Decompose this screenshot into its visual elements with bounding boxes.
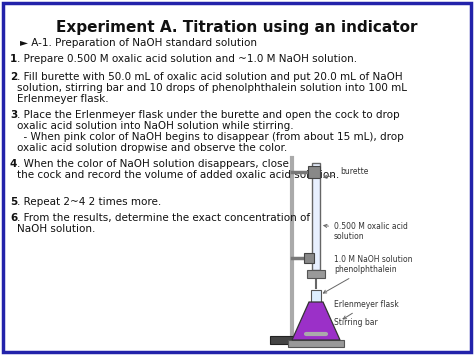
Bar [307, 270, 325, 278]
Text: 1.0 M NaOH solution
phenolphthalein: 1.0 M NaOH solution phenolphthalein [323, 255, 412, 293]
Text: Experiment A. Titration using an indicator: Experiment A. Titration using an indicat… [56, 20, 418, 35]
Text: 1: 1 [10, 54, 17, 64]
Bar [312, 163, 320, 270]
Text: 0.500 M oxalic acid
solution: 0.500 M oxalic acid solution [324, 222, 408, 241]
Text: the cock and record the volume of added oxalic acid solution.: the cock and record the volume of added … [17, 170, 339, 180]
Text: burette: burette [324, 168, 368, 178]
Text: NaOH solution.: NaOH solution. [17, 224, 95, 234]
Text: Stirring bar: Stirring bar [329, 318, 378, 333]
Text: - When pink color of NaOH begins to disappear (from about 15 mL), drop: - When pink color of NaOH begins to disa… [17, 132, 404, 142]
Bar [308, 166, 320, 178]
Bar [311, 290, 321, 304]
Text: ► A-1. Preparation of NaOH standard solution: ► A-1. Preparation of NaOH standard solu… [20, 38, 257, 48]
Bar [270, 336, 330, 344]
Text: . When the color of NaOH solution disappears, close: . When the color of NaOH solution disapp… [17, 159, 289, 169]
Text: . Place the Erlenmeyer flask under the burette and open the cock to drop: . Place the Erlenmeyer flask under the b… [17, 110, 400, 120]
Text: . Repeat 2~4 2 times more.: . Repeat 2~4 2 times more. [17, 197, 161, 207]
Text: 5: 5 [10, 197, 17, 207]
Text: . From the results, determine the exact concentration of: . From the results, determine the exact … [17, 213, 310, 223]
Text: . Fill burette with 50.0 mL of oxalic acid solution and put 20.0 mL of NaOH: . Fill burette with 50.0 mL of oxalic ac… [17, 72, 402, 82]
Text: Erlenmeyer flask: Erlenmeyer flask [334, 300, 399, 319]
Bar [288, 340, 344, 347]
Bar [304, 253, 314, 263]
Text: 4: 4 [10, 159, 18, 169]
Polygon shape [292, 302, 340, 340]
Text: oxalic acid solution dropwise and observe the color.: oxalic acid solution dropwise and observ… [17, 143, 287, 153]
Text: 6: 6 [10, 213, 17, 223]
Text: . Prepare 0.500 M oxalic acid solution and ~1.0 M NaOH solution.: . Prepare 0.500 M oxalic acid solution a… [17, 54, 357, 64]
Text: solution, stirring bar and 10 drops of phenolphthalein solution into 100 mL: solution, stirring bar and 10 drops of p… [17, 83, 407, 93]
Text: oxalic acid solution into NaOH solution while stirring.: oxalic acid solution into NaOH solution … [17, 121, 293, 131]
FancyBboxPatch shape [3, 3, 471, 352]
Text: Erlenmeyer flask.: Erlenmeyer flask. [17, 94, 109, 104]
Text: 3: 3 [10, 110, 17, 120]
Text: 2: 2 [10, 72, 17, 82]
